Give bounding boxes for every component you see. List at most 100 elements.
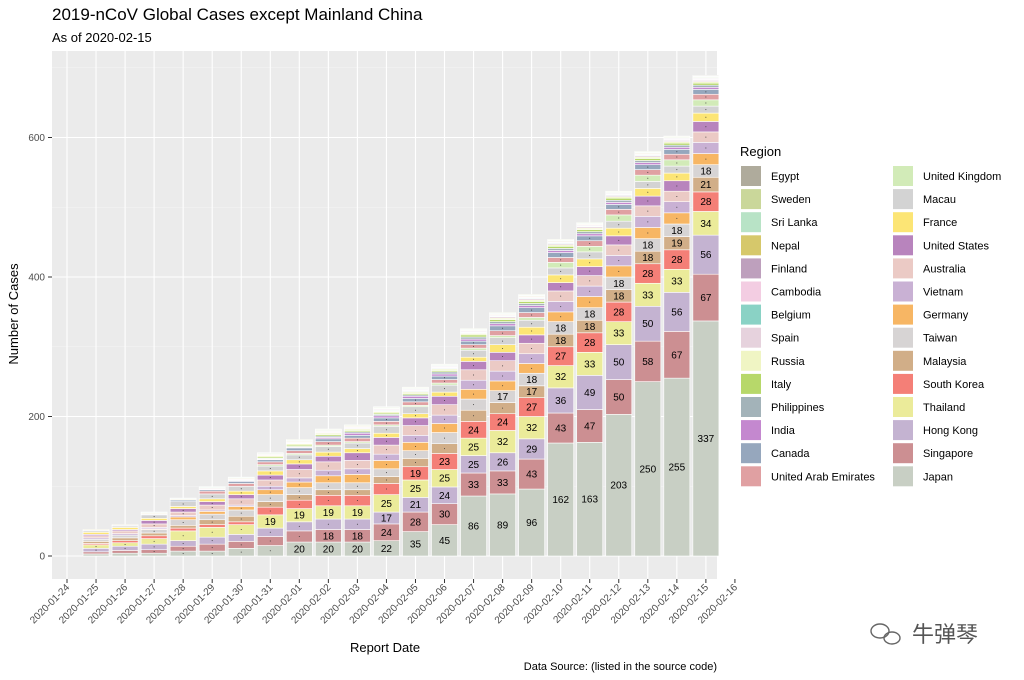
bar-value-dot bbox=[414, 429, 416, 431]
legend-item-philippines: Philippines bbox=[741, 397, 825, 417]
legend-key bbox=[741, 397, 761, 417]
bar-segment-sweden bbox=[315, 428, 342, 431]
bar-value-dot bbox=[444, 437, 446, 439]
bar-segment-sweden bbox=[663, 135, 691, 138]
bar-value-dot bbox=[385, 472, 387, 474]
bar-value-dot bbox=[269, 510, 271, 512]
bar-value-dot bbox=[618, 231, 620, 233]
legend-item-vietnam: Vietnam bbox=[893, 281, 963, 302]
bar-segment-united-arab-emirates bbox=[198, 490, 226, 495]
bar-value-dot bbox=[705, 147, 707, 149]
bar-value-dot bbox=[327, 485, 329, 487]
bar-value-dot bbox=[385, 464, 387, 466]
legend-key bbox=[893, 212, 913, 233]
bar-value-dot bbox=[560, 254, 562, 256]
bar-value-label: 24 bbox=[381, 528, 393, 539]
bar-value-label: 33 bbox=[613, 329, 625, 340]
bar-value-dot bbox=[647, 177, 649, 179]
legend-key bbox=[741, 350, 761, 371]
bar-stack-2020-01-31: 19 bbox=[256, 452, 284, 557]
bar-value-dot bbox=[531, 330, 533, 332]
bar-value-dot bbox=[473, 404, 475, 406]
bar-segment-south-korea bbox=[169, 527, 197, 532]
legend-label: Cambodia bbox=[771, 287, 822, 299]
bar-value-dot bbox=[95, 546, 97, 548]
bar-value-dot bbox=[647, 232, 649, 234]
legend-label: Malaysia bbox=[923, 356, 967, 368]
bar-value-dot bbox=[414, 403, 416, 405]
bar-value-label: 23 bbox=[439, 457, 451, 468]
legend-item-sweden: Sweden bbox=[741, 189, 811, 210]
bar-value-dot bbox=[182, 553, 184, 555]
bar-value-dot bbox=[473, 353, 475, 355]
bar-value-dot bbox=[298, 456, 300, 458]
bar-value-dot bbox=[647, 210, 649, 212]
legend-key bbox=[741, 327, 761, 348]
bar-segment-india bbox=[663, 146, 691, 150]
bar-segment-italy bbox=[605, 197, 633, 201]
bar-value-dot bbox=[211, 502, 213, 504]
bar-value-dot bbox=[153, 530, 155, 532]
bar-value-dot bbox=[618, 239, 620, 241]
bar-value-dot bbox=[182, 503, 184, 505]
bar-value-dot bbox=[356, 478, 358, 480]
bar-value-dot bbox=[676, 206, 678, 208]
bar-value-dot bbox=[269, 467, 271, 469]
bar-value-dot bbox=[211, 540, 213, 542]
bar-value-dot bbox=[444, 377, 446, 379]
bar-segment-india bbox=[460, 338, 487, 342]
legend-label: India bbox=[771, 425, 796, 437]
bar-value-dot bbox=[531, 314, 533, 316]
bar-segment-philippines bbox=[663, 144, 691, 148]
bar-value-label: 163 bbox=[581, 495, 598, 506]
bar-stack-2020-02-07: 86 33 25 25 24 bbox=[460, 328, 487, 557]
bar-value-dot bbox=[298, 484, 300, 486]
bar-value-label: 337 bbox=[698, 434, 715, 445]
bar-value-dot bbox=[531, 358, 533, 360]
chart-subtitle: As of 2020-02-15 bbox=[52, 30, 152, 45]
bar-value-dot bbox=[240, 551, 242, 553]
legend-label: Germany bbox=[923, 310, 969, 322]
bar-value-dot bbox=[444, 427, 446, 429]
bar-value-dot bbox=[414, 399, 416, 401]
bar-value-dot bbox=[414, 438, 416, 440]
bar-value-label: 28 bbox=[613, 307, 625, 318]
bar-value-dot bbox=[269, 497, 271, 499]
bar-value-dot bbox=[589, 243, 591, 245]
bar-segment-japan bbox=[547, 442, 574, 557]
bar-segment-italy bbox=[634, 158, 662, 161]
bar-segment-canada bbox=[227, 481, 255, 484]
bar-value-dot bbox=[473, 415, 475, 417]
bar-value-dot bbox=[240, 496, 242, 498]
legend-label: Hong Kong bbox=[923, 425, 978, 437]
bar-value-dot bbox=[124, 547, 126, 549]
legend-key bbox=[741, 373, 761, 394]
bar-value-dot bbox=[647, 221, 649, 223]
bar-segment-united-arab-emirates bbox=[256, 461, 284, 465]
bar-value-dot bbox=[327, 465, 329, 467]
y-tick-label: 400 bbox=[28, 273, 45, 284]
bar-value-label: 33 bbox=[468, 480, 480, 491]
bar-value-dot bbox=[618, 217, 620, 219]
legend-label: Macau bbox=[923, 194, 956, 206]
bar-value-label: 18 bbox=[642, 253, 654, 264]
bar-value-dot bbox=[356, 523, 358, 525]
bar-value-dot bbox=[502, 347, 504, 349]
bar-value-dot bbox=[647, 200, 649, 202]
bar-stack-2020-01-26 bbox=[111, 524, 139, 557]
bar-value-label: 18 bbox=[700, 166, 712, 177]
bar-value-label: 19 bbox=[294, 511, 306, 522]
bar-value-dot bbox=[705, 158, 707, 160]
bar-value-label: 32 bbox=[497, 437, 509, 448]
chart-title: 2019-nCoV Global Cases except Mainland C… bbox=[52, 5, 423, 24]
bar-value-dot bbox=[298, 466, 300, 468]
bar-value-dot bbox=[589, 254, 591, 256]
bar-value-dot bbox=[560, 278, 562, 280]
bar-segment-india bbox=[518, 305, 545, 308]
bar-value-dot bbox=[502, 340, 504, 342]
bar-segment-united-kingdom bbox=[460, 347, 487, 351]
bar-value-label: 17 bbox=[497, 392, 509, 403]
bar-segment-philippines bbox=[431, 371, 458, 375]
bar-value-dot bbox=[385, 429, 387, 431]
bar-value-dot bbox=[269, 503, 271, 505]
